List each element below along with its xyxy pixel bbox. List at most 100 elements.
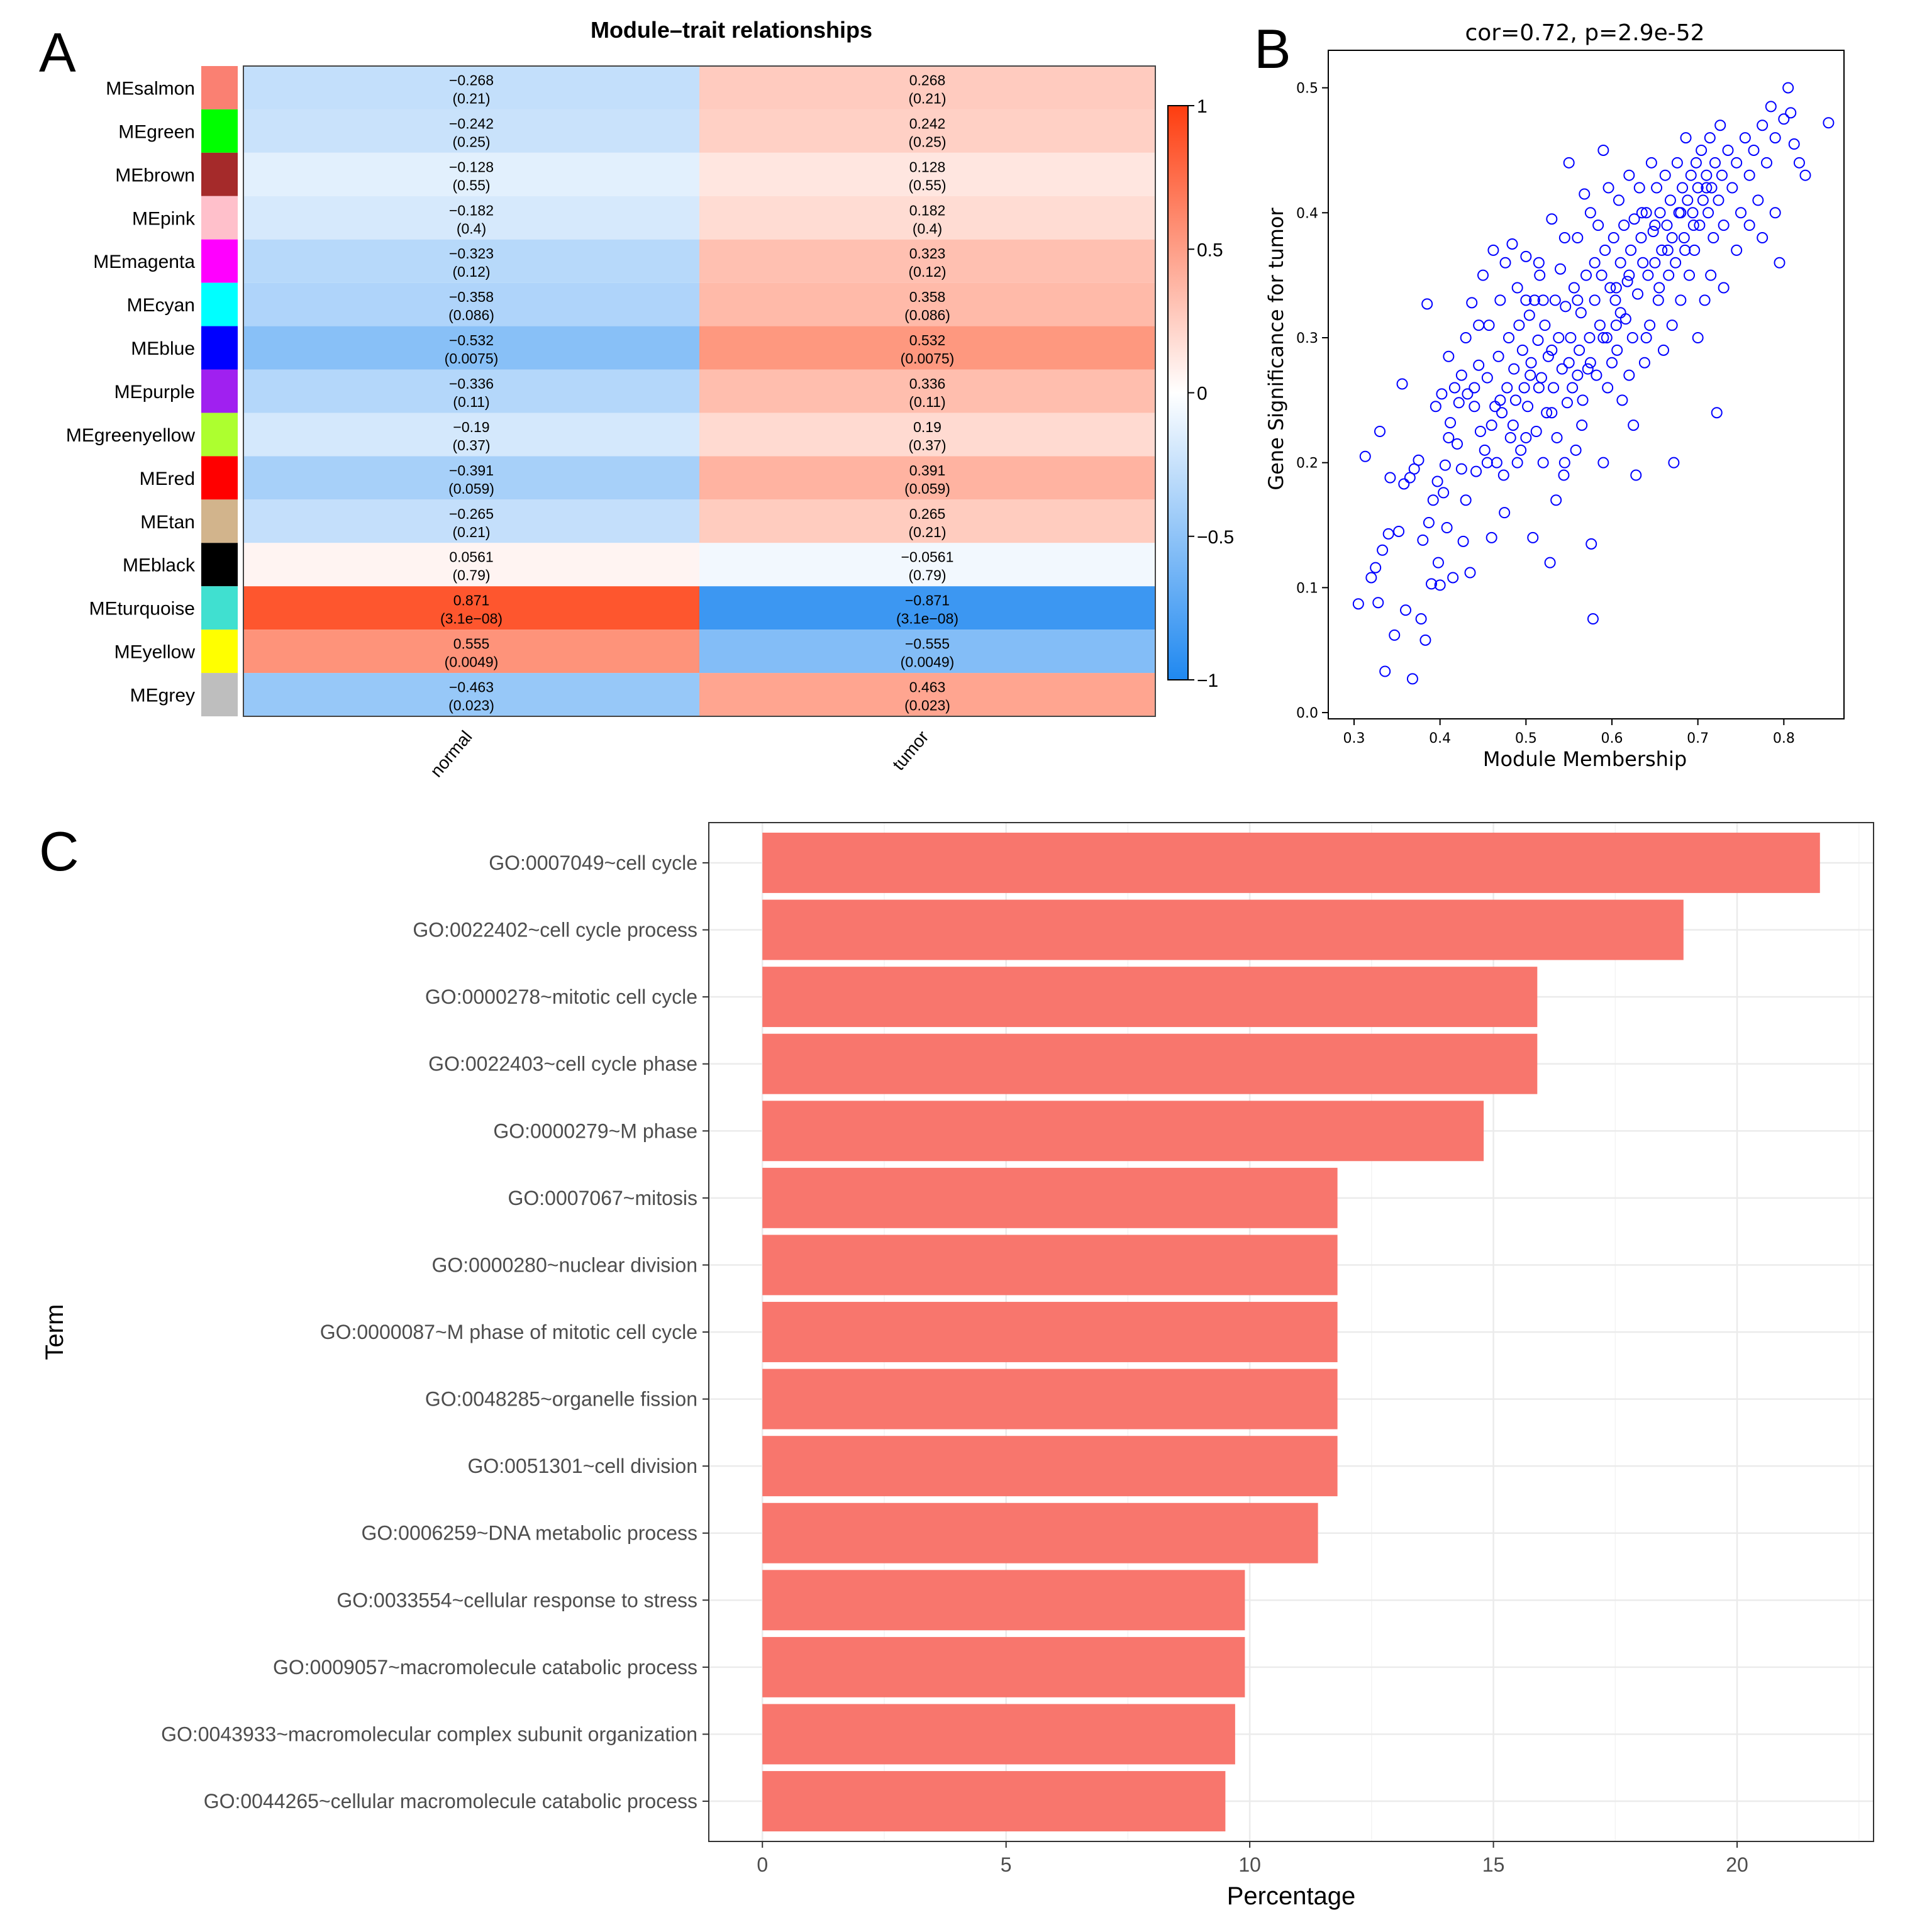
cell-pvalue: (0.12) <box>452 264 490 280</box>
scatter-point <box>1389 629 1401 641</box>
module-label: MEblue <box>131 338 195 359</box>
heatmap-cell <box>243 630 699 674</box>
scatter-point <box>1570 444 1582 456</box>
module-swatch <box>201 109 238 153</box>
panel-b-letter: B <box>1254 18 1291 80</box>
scatter-point <box>1430 401 1441 413</box>
module-swatch <box>201 499 238 543</box>
heatmap-cell <box>243 239 699 283</box>
scatter-points <box>1352 82 1835 685</box>
module-label: MEgreenyellow <box>66 425 195 446</box>
scatter-point <box>1486 419 1497 431</box>
scatter-point <box>1706 182 1718 194</box>
scatter-point <box>1438 487 1450 499</box>
scatter-point <box>1453 397 1465 409</box>
scatter-point <box>1623 369 1635 381</box>
scatter-point <box>1788 138 1800 150</box>
scatter-point <box>1778 113 1790 125</box>
module-label: MEgrey <box>130 686 195 706</box>
module-swatch <box>201 543 238 587</box>
scatter-point <box>1642 269 1654 281</box>
scatter-point <box>1504 431 1516 443</box>
cell-correlation: 0.242 <box>909 115 946 131</box>
scatter-point <box>1479 444 1491 456</box>
scatter-point <box>1460 331 1472 343</box>
cell-pvalue: (0.086) <box>904 307 950 323</box>
module-swatch <box>201 413 238 457</box>
cell-correlation: −0.358 <box>449 289 494 305</box>
scatter-point <box>1494 394 1506 406</box>
scatter-point <box>1529 294 1540 306</box>
module-label: MEpink <box>132 208 196 229</box>
scatter-point <box>1645 157 1657 169</box>
module-label: MEblack <box>123 555 196 576</box>
scatter-x-ticks: 0.3 0.4 0.5 0.6 0.7 0.8 <box>1343 719 1795 747</box>
scatter-point <box>1537 294 1549 306</box>
cell-correlation: 0.182 <box>909 202 946 218</box>
heatmap-cell <box>699 630 1155 674</box>
scatter-point <box>1611 344 1623 356</box>
module-swatch <box>201 282 238 326</box>
scatter-point <box>1694 219 1706 231</box>
scatter-point <box>1511 282 1523 294</box>
scatter-point <box>1525 369 1536 381</box>
scatter-point <box>1398 478 1410 490</box>
scatter-point <box>1675 294 1687 306</box>
cell-correlation: 0.871 <box>453 592 490 609</box>
scatter-y-tick-label: 0.0 <box>1296 706 1318 721</box>
scatter-point <box>1464 567 1476 579</box>
scatter-point <box>1503 331 1514 343</box>
scatter-point <box>1447 572 1459 584</box>
scatter-point <box>1492 350 1504 362</box>
scatter-point <box>1793 157 1805 169</box>
scatter-point <box>1473 319 1485 331</box>
scatter-point <box>1636 207 1648 219</box>
scatter-point <box>1537 457 1549 469</box>
scatter-y-tick-label: 0.2 <box>1296 456 1318 472</box>
module-label: MEsalmon <box>106 78 195 99</box>
scatter-point <box>1644 319 1656 331</box>
scatter-point <box>1553 331 1565 343</box>
scatter-point <box>1678 232 1690 244</box>
scatter-point <box>1597 331 1609 343</box>
term-label: GO:0022403~cell cycle phase <box>428 1053 697 1075</box>
scatter-point <box>1568 282 1580 294</box>
scatter-point <box>1580 269 1592 281</box>
bar-x-tick-label: 10 <box>1238 1853 1261 1876</box>
scatter-point <box>1599 244 1611 256</box>
colorbar-tick-label: −1 <box>1197 670 1218 691</box>
scatter-point <box>1413 454 1425 466</box>
scatter-point <box>1466 297 1478 309</box>
cell-pvalue: (0.37) <box>908 437 946 453</box>
module-label: MEturquoise <box>89 599 195 619</box>
bar-y-label: Term <box>41 1304 69 1360</box>
cell-correlation: −0.532 <box>449 332 494 348</box>
colorbar <box>1167 105 1189 680</box>
term-label: GO:0033554~cellular response to stress <box>336 1589 697 1611</box>
cell-correlation: −0.182 <box>449 202 494 218</box>
scatter-point <box>1761 157 1772 169</box>
scatter-point <box>1602 382 1614 394</box>
scatter-point <box>1666 232 1678 244</box>
cell-pvalue: (0.0049) <box>901 654 955 670</box>
scatter-point <box>1731 157 1743 169</box>
term-label: GO:0000087~M phase of mitotic cell cycle <box>320 1321 697 1343</box>
scatter-point <box>1374 426 1386 438</box>
scatter-point <box>1633 182 1645 194</box>
scatter-title: cor=0.72, p=2.9e-52 <box>1465 20 1704 46</box>
scatter-point <box>1709 157 1721 169</box>
colorbar-ticks: −1 −0.5 0 0.5 1 <box>1188 96 1234 691</box>
heatmap-cell <box>699 196 1155 240</box>
scatter-point <box>1623 269 1635 281</box>
scatter-point <box>1661 219 1673 231</box>
scatter-point <box>1499 257 1511 269</box>
scatter-x-tick-label: 0.8 <box>1773 731 1795 747</box>
scatter-point <box>1549 294 1561 306</box>
module-swatch <box>201 326 238 370</box>
bar-x-tick-label: 15 <box>1482 1853 1505 1876</box>
scatter-point <box>1614 257 1626 269</box>
cell-pvalue: (0.21) <box>452 90 490 106</box>
bar <box>762 1771 1226 1832</box>
cell-correlation: −0.336 <box>449 375 494 392</box>
cell-correlation: −0.323 <box>449 245 494 262</box>
